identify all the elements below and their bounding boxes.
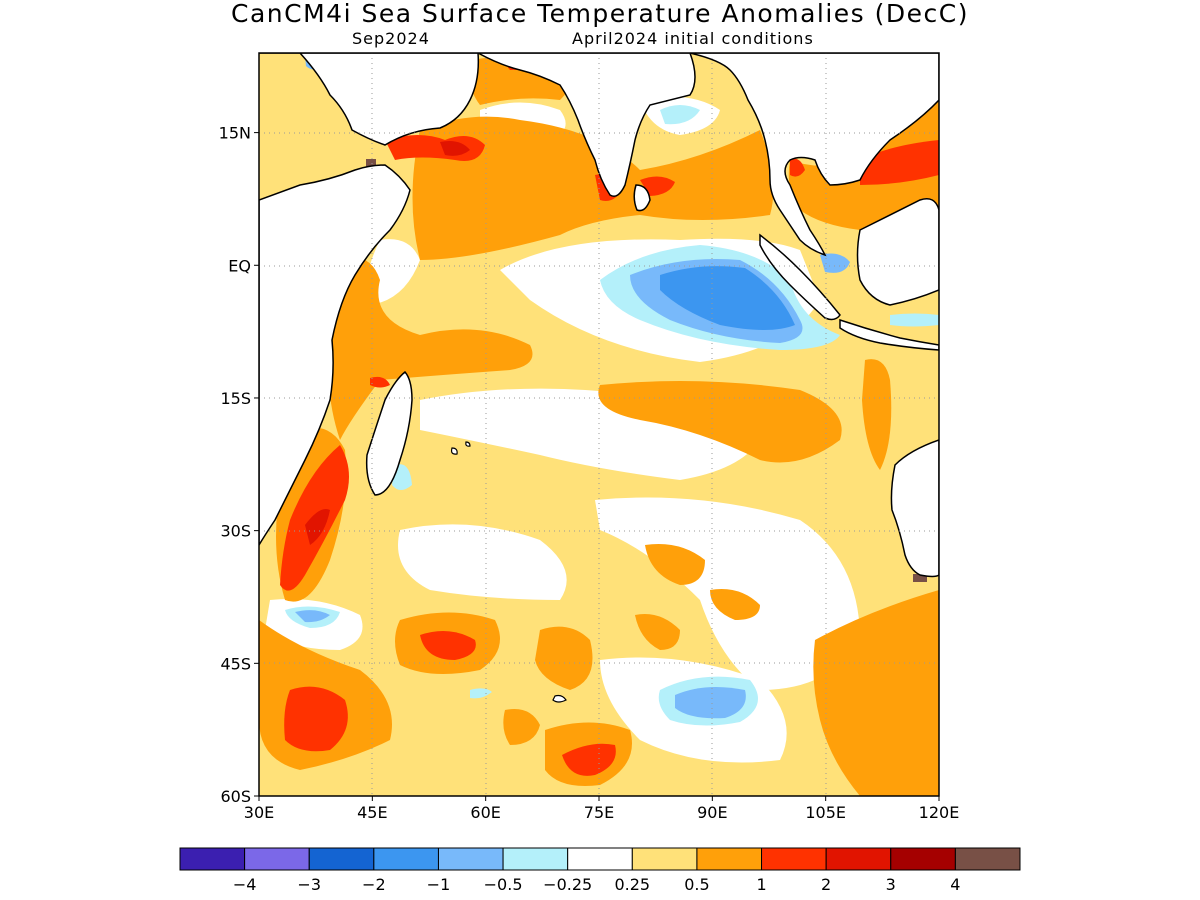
colorbar-label: 1 bbox=[756, 875, 766, 894]
colorbar-label: −3 bbox=[297, 875, 321, 894]
lon-tick-label: 45E bbox=[357, 803, 387, 822]
lat-tick-label: 30S bbox=[220, 522, 251, 541]
colorbar-swatch bbox=[502, 847, 569, 871]
colorbar-swatch bbox=[696, 847, 763, 871]
madagascar bbox=[365, 370, 413, 496]
colorbar-swatch bbox=[954, 847, 1021, 871]
colorbar-swatch bbox=[179, 847, 246, 871]
initial-conditions: April2024 initial conditions bbox=[572, 29, 814, 48]
forecast-month: Sep2024 bbox=[352, 29, 430, 48]
colorbar-swatch bbox=[825, 847, 892, 871]
lat-tick-label: 45S bbox=[220, 654, 251, 673]
colorbar-label: 0.25 bbox=[614, 875, 650, 894]
colorbar-swatch bbox=[373, 847, 439, 871]
southeast-asia bbox=[689, 53, 939, 257]
lat-tick-label: EQ bbox=[228, 256, 251, 275]
lat-tick-label: 15N bbox=[219, 124, 251, 143]
lon-tick-label: 90E bbox=[697, 803, 727, 822]
colorbar-swatch bbox=[890, 847, 956, 871]
sri-lanka bbox=[633, 184, 651, 212]
colorbar-label: −0.25 bbox=[543, 875, 592, 894]
map-title: CanCM4i Sea Surface Temperature Anomalie… bbox=[231, 0, 969, 28]
colorbar-label: −0.5 bbox=[484, 875, 523, 894]
colorbar-swatch bbox=[631, 847, 698, 871]
colorbar-label: −1 bbox=[427, 875, 451, 894]
lon-tick-label: 105E bbox=[805, 803, 846, 822]
lon-tick-label: 120E bbox=[919, 803, 960, 822]
lat-tick-label: 15S bbox=[220, 389, 251, 408]
india bbox=[477, 53, 696, 197]
colorbar-swatch bbox=[761, 847, 827, 871]
lat-tick-label: 60S bbox=[220, 787, 251, 806]
colorbar-label: 0.5 bbox=[684, 875, 709, 894]
colorbar-swatch bbox=[437, 847, 504, 871]
java bbox=[839, 318, 939, 351]
colorbar-label: 4 bbox=[950, 875, 960, 894]
colorbar-swatch bbox=[244, 847, 310, 871]
arabian-peninsula bbox=[259, 53, 480, 146]
axis-ticks: 30E 45E 60E 75E 90E 105E 120E 15N EQ 15S 30S 45S 60S bbox=[219, 124, 960, 822]
colorbar-swatch bbox=[308, 847, 375, 871]
small-islands bbox=[450, 441, 567, 703]
colorbar-label: −4 bbox=[233, 875, 257, 894]
africa bbox=[259, 164, 411, 547]
colorbar-swatch bbox=[567, 847, 633, 871]
australia bbox=[890, 439, 939, 578]
lat-lon-grid bbox=[259, 53, 939, 796]
lon-tick-label: 75E bbox=[584, 803, 614, 822]
lon-tick-label: 60E bbox=[470, 803, 500, 822]
borneo bbox=[856, 198, 939, 306]
colorbar: −4 −3 −2 −1 −0.5 −0.25 0.25 0.5 1 2 3 4 bbox=[179, 847, 1021, 894]
sumatra bbox=[759, 233, 841, 321]
colorbar-label: 2 bbox=[821, 875, 831, 894]
lon-tick-label: 30E bbox=[244, 803, 274, 822]
colorbar-label: −2 bbox=[362, 875, 386, 894]
colorbar-label: 3 bbox=[886, 875, 896, 894]
land-masses bbox=[259, 53, 939, 578]
